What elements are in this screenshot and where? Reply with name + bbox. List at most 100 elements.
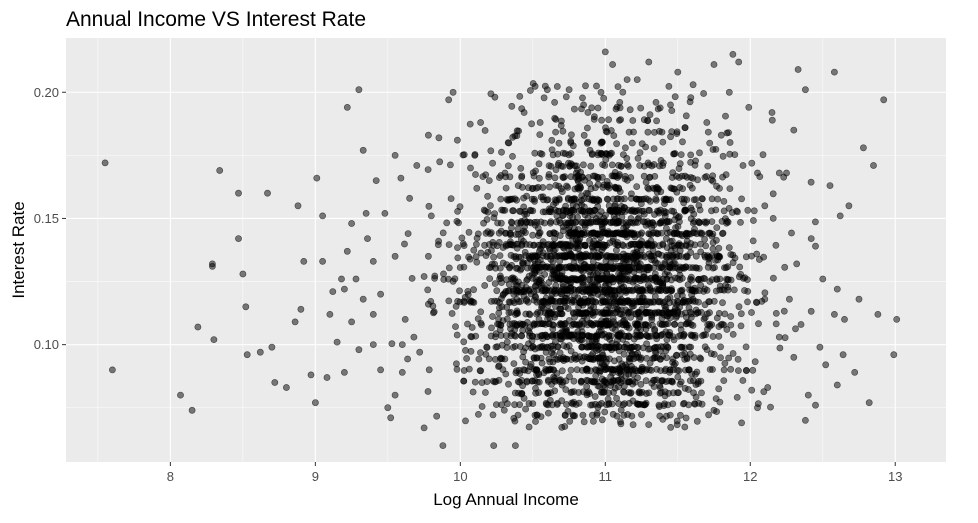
data-point bbox=[579, 411, 587, 419]
data-point bbox=[737, 322, 745, 330]
data-point bbox=[713, 408, 720, 415]
data-point bbox=[410, 333, 418, 341]
data-point bbox=[676, 160, 684, 168]
data-point bbox=[602, 275, 610, 283]
data-point bbox=[628, 351, 636, 358]
data-point bbox=[348, 318, 355, 326]
data-point bbox=[583, 365, 591, 373]
data-point bbox=[692, 196, 700, 203]
data-point bbox=[508, 102, 516, 110]
data-point bbox=[628, 343, 635, 351]
data-point bbox=[593, 82, 600, 90]
data-point bbox=[311, 399, 319, 407]
data-point bbox=[609, 218, 617, 226]
data-point bbox=[760, 388, 768, 396]
data-point bbox=[509, 285, 517, 293]
data-point bbox=[626, 106, 634, 114]
data-point bbox=[408, 274, 416, 282]
data-point bbox=[656, 403, 663, 410]
data-point bbox=[559, 173, 567, 181]
data-point bbox=[722, 171, 730, 179]
data-point bbox=[637, 380, 645, 388]
data-point bbox=[497, 295, 505, 302]
data-point bbox=[705, 253, 712, 261]
data-point bbox=[609, 410, 617, 418]
data-point bbox=[712, 287, 720, 295]
data-point bbox=[579, 301, 587, 309]
data-point bbox=[654, 207, 661, 215]
data-point bbox=[584, 124, 591, 132]
data-point bbox=[529, 80, 537, 87]
data-point bbox=[677, 321, 685, 329]
data-point bbox=[449, 88, 457, 96]
data-point bbox=[674, 308, 682, 316]
data-point bbox=[434, 241, 442, 249]
data-point bbox=[729, 51, 737, 58]
data-point bbox=[520, 366, 527, 374]
data-point bbox=[282, 384, 290, 391]
data-point bbox=[722, 215, 729, 223]
data-point bbox=[812, 218, 819, 226]
data-point bbox=[547, 219, 554, 227]
data-point bbox=[688, 206, 696, 214]
data-point bbox=[489, 238, 497, 246]
data-point bbox=[629, 377, 637, 385]
data-point bbox=[613, 305, 621, 313]
y-tick-label: 0.10 bbox=[34, 337, 59, 352]
data-point bbox=[514, 264, 521, 272]
data-point bbox=[768, 109, 776, 116]
data-point bbox=[657, 287, 665, 294]
data-point bbox=[600, 181, 608, 189]
data-point bbox=[694, 176, 701, 184]
data-point bbox=[668, 107, 676, 114]
data-point bbox=[362, 209, 370, 217]
data-point bbox=[491, 355, 499, 363]
data-point bbox=[606, 355, 613, 363]
data-point bbox=[460, 297, 468, 305]
data-point bbox=[726, 139, 734, 146]
data-point bbox=[557, 122, 565, 129]
data-point bbox=[470, 286, 477, 294]
data-point bbox=[516, 401, 523, 409]
data-point bbox=[608, 332, 615, 340]
data-point bbox=[502, 184, 510, 192]
data-point bbox=[580, 161, 587, 169]
data-point bbox=[487, 297, 495, 305]
data-point bbox=[595, 401, 603, 409]
data-point bbox=[565, 219, 573, 227]
data-point bbox=[723, 326, 731, 333]
data-point bbox=[646, 230, 653, 238]
data-point bbox=[594, 203, 602, 210]
data-point bbox=[693, 417, 701, 425]
data-point bbox=[573, 275, 581, 283]
data-point bbox=[454, 297, 461, 305]
data-point bbox=[452, 360, 460, 368]
data-point bbox=[541, 287, 549, 295]
data-point bbox=[719, 152, 727, 160]
data-point bbox=[701, 343, 709, 351]
data-point bbox=[481, 207, 489, 215]
data-point bbox=[637, 104, 645, 112]
data-point bbox=[453, 365, 461, 373]
data-point bbox=[472, 240, 480, 248]
plot-panel bbox=[66, 38, 946, 462]
data-point bbox=[501, 395, 509, 403]
data-point bbox=[701, 285, 709, 293]
data-point bbox=[703, 218, 711, 226]
data-point bbox=[675, 252, 683, 260]
data-point bbox=[686, 286, 693, 294]
data-point bbox=[425, 366, 433, 374]
data-point bbox=[606, 309, 614, 317]
data-point bbox=[744, 206, 752, 214]
data-point bbox=[826, 182, 834, 189]
data-point bbox=[518, 105, 526, 113]
data-point bbox=[377, 290, 384, 298]
data-point bbox=[720, 197, 728, 205]
data-point bbox=[492, 330, 500, 338]
data-point bbox=[511, 342, 519, 350]
data-point bbox=[522, 310, 530, 318]
data-point bbox=[439, 442, 447, 449]
data-point bbox=[860, 144, 867, 152]
data-point bbox=[767, 403, 774, 411]
data-point bbox=[549, 308, 556, 316]
